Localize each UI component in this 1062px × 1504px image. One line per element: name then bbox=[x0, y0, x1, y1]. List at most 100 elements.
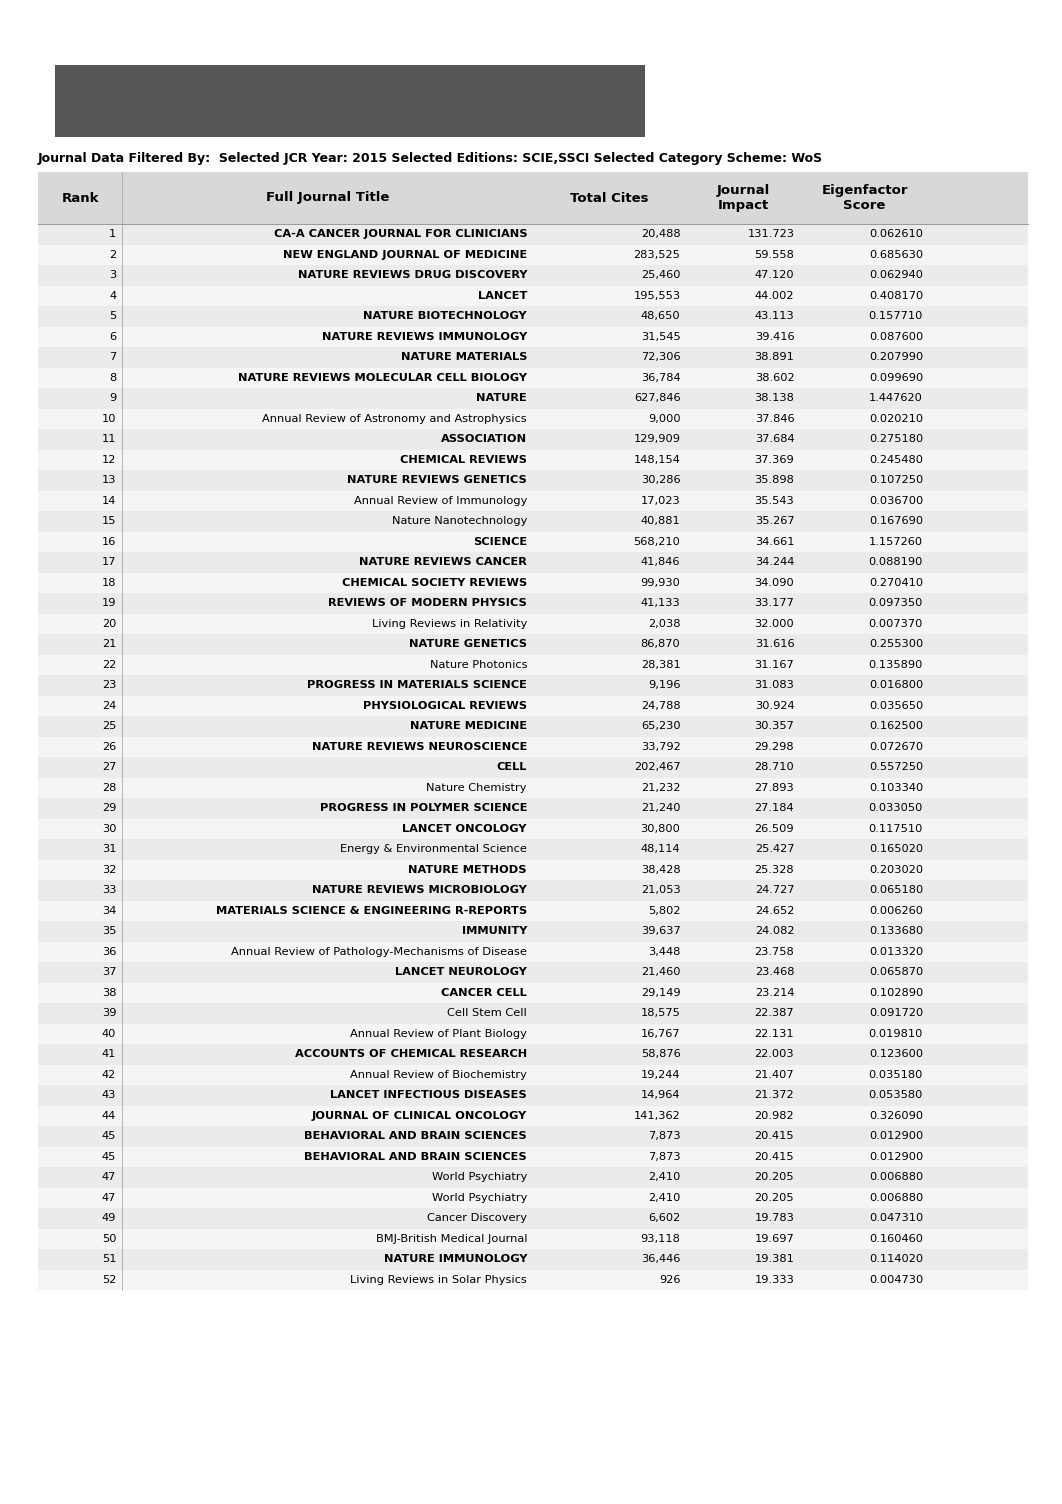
Text: 42: 42 bbox=[102, 1069, 116, 1080]
Text: 0.016800: 0.016800 bbox=[869, 680, 923, 690]
Bar bbox=[38, 982, 1028, 1003]
Text: 59.558: 59.558 bbox=[754, 250, 794, 260]
Text: 34.244: 34.244 bbox=[755, 558, 794, 567]
Text: 0.013320: 0.013320 bbox=[869, 946, 923, 957]
Bar bbox=[38, 635, 1028, 654]
Bar bbox=[38, 737, 1028, 757]
Bar bbox=[38, 963, 1028, 982]
Text: 65,230: 65,230 bbox=[640, 722, 681, 731]
Text: Living Reviews in Relativity: Living Reviews in Relativity bbox=[372, 618, 527, 629]
Text: 45: 45 bbox=[102, 1131, 116, 1142]
Text: NATURE MEDICINE: NATURE MEDICINE bbox=[410, 722, 527, 731]
Text: 0.012900: 0.012900 bbox=[869, 1131, 923, 1142]
Text: 99,930: 99,930 bbox=[640, 578, 681, 588]
Text: 0.062610: 0.062610 bbox=[869, 229, 923, 239]
Text: 93,118: 93,118 bbox=[640, 1233, 681, 1244]
Bar bbox=[38, 901, 1028, 920]
Text: 0.065870: 0.065870 bbox=[869, 967, 923, 978]
Text: 44: 44 bbox=[102, 1111, 116, 1120]
Text: 23.758: 23.758 bbox=[754, 946, 794, 957]
Text: 0.103340: 0.103340 bbox=[869, 782, 923, 793]
Text: 38.602: 38.602 bbox=[755, 373, 794, 382]
Text: 26.509: 26.509 bbox=[755, 824, 794, 833]
Bar bbox=[38, 614, 1028, 635]
Text: 0.099690: 0.099690 bbox=[869, 373, 923, 382]
Text: 148,154: 148,154 bbox=[634, 454, 681, 465]
Text: 0.207990: 0.207990 bbox=[869, 352, 923, 362]
Text: 19.697: 19.697 bbox=[754, 1233, 794, 1244]
Text: 4: 4 bbox=[109, 290, 116, 301]
Text: 17: 17 bbox=[102, 558, 116, 567]
Text: 0.088190: 0.088190 bbox=[869, 558, 923, 567]
Text: JOURNAL OF CLINICAL ONCOLOGY: JOURNAL OF CLINICAL ONCOLOGY bbox=[312, 1111, 527, 1120]
Text: 0.408170: 0.408170 bbox=[869, 290, 923, 301]
Text: 31,545: 31,545 bbox=[640, 332, 681, 341]
Text: LANCET INFECTIOUS DISEASES: LANCET INFECTIOUS DISEASES bbox=[330, 1090, 527, 1101]
Text: 21,240: 21,240 bbox=[641, 803, 681, 814]
Text: 38: 38 bbox=[102, 988, 116, 997]
Text: BEHAVIORAL AND BRAIN SCIENCES: BEHAVIORAL AND BRAIN SCIENCES bbox=[305, 1152, 527, 1161]
Bar bbox=[38, 326, 1028, 347]
Text: 30,800: 30,800 bbox=[640, 824, 681, 833]
Text: 35.267: 35.267 bbox=[755, 516, 794, 526]
Text: 0.275180: 0.275180 bbox=[869, 435, 923, 444]
Text: 0.006260: 0.006260 bbox=[869, 905, 923, 916]
Text: 25: 25 bbox=[102, 722, 116, 731]
Text: 0.007370: 0.007370 bbox=[869, 618, 923, 629]
Text: 10: 10 bbox=[102, 414, 116, 424]
Text: Journal
Impact: Journal Impact bbox=[717, 183, 770, 212]
Text: 20,488: 20,488 bbox=[640, 229, 681, 239]
Bar bbox=[38, 1065, 1028, 1084]
Text: CHEMICAL REVIEWS: CHEMICAL REVIEWS bbox=[400, 454, 527, 465]
Text: Annual Review of Astronomy and Astrophysics: Annual Review of Astronomy and Astrophys… bbox=[262, 414, 527, 424]
Bar bbox=[38, 1024, 1028, 1044]
Text: 141,362: 141,362 bbox=[634, 1111, 681, 1120]
Text: 31.616: 31.616 bbox=[755, 639, 794, 650]
Text: 24: 24 bbox=[102, 701, 116, 711]
Text: NATURE BIOTECHNOLOGY: NATURE BIOTECHNOLOGY bbox=[363, 311, 527, 322]
Text: 0.162500: 0.162500 bbox=[869, 722, 923, 731]
Bar bbox=[38, 1208, 1028, 1229]
Text: Annual Review of Biochemistry: Annual Review of Biochemistry bbox=[350, 1069, 527, 1080]
Text: 37.846: 37.846 bbox=[755, 414, 794, 424]
Text: 24,788: 24,788 bbox=[640, 701, 681, 711]
Text: 49: 49 bbox=[102, 1214, 116, 1223]
Text: 29,149: 29,149 bbox=[640, 988, 681, 997]
Text: 37: 37 bbox=[102, 967, 116, 978]
Text: BEHAVIORAL AND BRAIN SCIENCES: BEHAVIORAL AND BRAIN SCIENCES bbox=[305, 1131, 527, 1142]
Text: 40: 40 bbox=[102, 1029, 116, 1039]
Text: NATURE REVIEWS MICROBIOLOGY: NATURE REVIEWS MICROBIOLOGY bbox=[312, 886, 527, 895]
Text: 27: 27 bbox=[102, 763, 116, 772]
Bar bbox=[38, 552, 1028, 573]
Text: ASSOCIATION: ASSOCIATION bbox=[441, 435, 527, 444]
Text: 0.133680: 0.133680 bbox=[869, 926, 923, 937]
Text: 33,792: 33,792 bbox=[640, 741, 681, 752]
Text: 0.036700: 0.036700 bbox=[869, 496, 923, 505]
Text: 0.102890: 0.102890 bbox=[869, 988, 923, 997]
Bar bbox=[38, 675, 1028, 695]
Text: IMMUNITY: IMMUNITY bbox=[462, 926, 527, 937]
Text: CHEMICAL SOCIETY REVIEWS: CHEMICAL SOCIETY REVIEWS bbox=[342, 578, 527, 588]
Text: 6: 6 bbox=[109, 332, 116, 341]
Text: 47.120: 47.120 bbox=[755, 271, 794, 280]
Text: 0.091720: 0.091720 bbox=[869, 1008, 923, 1018]
Bar bbox=[38, 1105, 1028, 1126]
Text: 45: 45 bbox=[102, 1152, 116, 1161]
Text: 627,846: 627,846 bbox=[634, 393, 681, 403]
Text: 31.083: 31.083 bbox=[754, 680, 794, 690]
Text: 7,873: 7,873 bbox=[648, 1131, 681, 1142]
Text: 17,023: 17,023 bbox=[640, 496, 681, 505]
Bar bbox=[38, 695, 1028, 716]
Text: PROGRESS IN POLYMER SCIENCE: PROGRESS IN POLYMER SCIENCE bbox=[320, 803, 527, 814]
Text: LANCET NEUROLOGY: LANCET NEUROLOGY bbox=[395, 967, 527, 978]
Text: 72,306: 72,306 bbox=[640, 352, 681, 362]
Text: 30: 30 bbox=[102, 824, 116, 833]
Text: 0.065180: 0.065180 bbox=[869, 886, 923, 895]
Text: Nature Photonics: Nature Photonics bbox=[429, 660, 527, 669]
Bar bbox=[38, 469, 1028, 490]
Text: 0.203020: 0.203020 bbox=[869, 865, 923, 875]
Text: 47: 47 bbox=[102, 1172, 116, 1182]
Bar bbox=[38, 171, 1028, 224]
Text: 22.131: 22.131 bbox=[755, 1029, 794, 1039]
Text: 15: 15 bbox=[102, 516, 116, 526]
